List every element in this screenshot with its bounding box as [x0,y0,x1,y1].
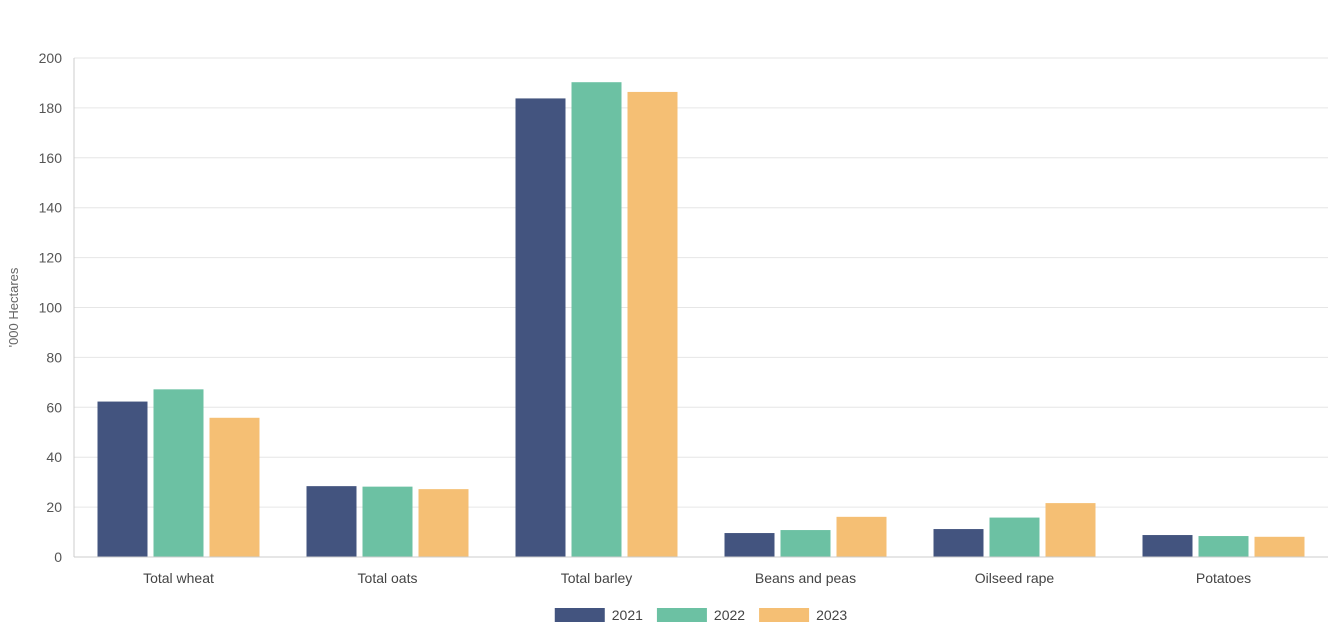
legend-label: 2022 [714,607,745,623]
legend-label: 2023 [816,607,847,623]
bar [724,533,775,557]
y-axis-title: '000 Hectares [6,267,21,347]
legend-swatch [656,608,707,622]
y-tick-label: 140 [39,200,63,216]
gridlines [74,57,1328,508]
legend-item[interactable]: 2021 [554,607,643,623]
bar [836,516,887,557]
legend-swatch [759,608,810,622]
y-tick-label: 200 [39,50,63,66]
y-tick-label: 120 [39,250,63,266]
bar [362,486,413,557]
x-category-label: Total oats [358,570,418,586]
bar [1254,536,1305,557]
bars [97,82,1305,557]
bar [989,517,1040,557]
bar [780,530,831,557]
x-category-label: Total wheat [143,570,214,586]
legend-item[interactable]: 2022 [656,607,745,623]
bar [1198,536,1249,557]
legend-label: 2021 [612,607,643,623]
y-tick-label: 20 [46,499,62,515]
x-category-label: Potatoes [1196,570,1251,586]
legend-swatch [554,608,605,622]
bar [209,417,260,557]
x-category-label: Oilseed rape [975,570,1055,586]
legend-item[interactable]: 2023 [759,607,847,623]
bar [306,486,357,557]
x-category-label: Beans and peas [755,570,856,586]
x-category-label: Total barley [561,570,633,586]
y-tick-label: 40 [46,449,62,465]
bar [933,529,984,557]
bar [97,401,148,557]
y-tick-label: 100 [39,300,63,316]
bar [418,489,469,557]
bar [571,82,622,557]
bar [515,98,566,557]
y-tick-label: 80 [46,349,62,365]
bar [1142,535,1193,557]
bar [153,389,204,557]
y-axis-ticks: 0 20 40 60 80 100 120 140 160 180 200 [39,50,63,565]
y-tick-label: 60 [46,399,62,415]
y-tick-label: 180 [39,100,63,116]
y-tick-label: 160 [39,150,63,166]
y-tick-label: 0 [54,549,62,565]
legend: 2021 2022 2023 [554,607,847,623]
bar [627,91,678,557]
bar [1045,503,1096,557]
x-axis-categories: Total wheat Total oats Total barley Beans a… [143,570,1251,586]
